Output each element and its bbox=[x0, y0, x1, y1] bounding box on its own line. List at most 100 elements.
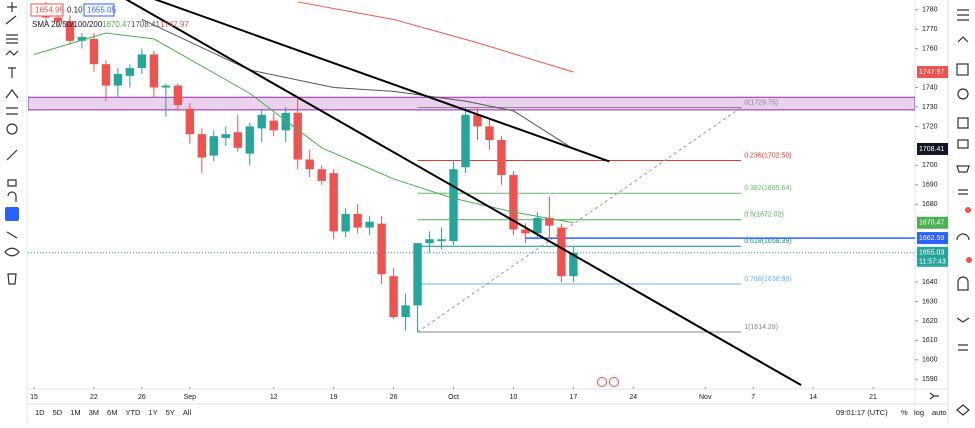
x-tick-label: 21 bbox=[869, 394, 877, 401]
candle-body bbox=[521, 229, 530, 234]
range-button[interactable]: 5Y bbox=[166, 408, 175, 417]
y-tick-label: 1780 bbox=[922, 7, 938, 14]
candle-body bbox=[89, 38, 99, 65]
scale-option[interactable]: auto bbox=[932, 408, 947, 417]
legend-value: 1670.47 bbox=[102, 20, 131, 29]
ideas[interactable] bbox=[957, 139, 969, 149]
ask-box[interactable] bbox=[83, 3, 115, 17]
indicator-label: SMA 20/50/100/200 bbox=[32, 20, 103, 29]
trash-tool[interactable] bbox=[7, 273, 17, 285]
y-tick-label: 1770 bbox=[922, 26, 938, 33]
data-window[interactable] bbox=[956, 63, 969, 76]
candle-body bbox=[365, 221, 374, 228]
notifications[interactable] bbox=[957, 276, 969, 291]
fib-tool[interactable] bbox=[6, 34, 18, 44]
plot-area: 0(1729.75) 0.236(1702.50) 0.382(1685.64) 0.… bbox=[28, 0, 915, 389]
calendar[interactable] bbox=[957, 117, 969, 129]
range-button[interactable]: 5D bbox=[53, 408, 63, 417]
y-tick-label: 1630 bbox=[922, 298, 938, 305]
text-tool[interactable] bbox=[8, 67, 16, 78]
event-flag[interactable] bbox=[597, 377, 607, 387]
range-button[interactable]: YTD bbox=[125, 408, 141, 417]
candle-body bbox=[353, 213, 362, 228]
candle-body bbox=[305, 159, 314, 170]
price-axis: 1590 1600 1610 1620 1630 1640 1680 1690 1700 1720… bbox=[915, 7, 948, 383]
fib-label: 0.786(1638.99) bbox=[744, 276, 791, 283]
x-tick-label: 12 bbox=[270, 394, 278, 401]
y-tick-label: 1640 bbox=[922, 279, 938, 286]
bid-price: 1654.95 bbox=[35, 6, 64, 15]
fib-label: 0.618(1658.39) bbox=[744, 238, 791, 245]
candle-body bbox=[221, 134, 230, 139]
measure-tool[interactable] bbox=[6, 149, 18, 161]
scale-option[interactable]: log bbox=[914, 408, 924, 417]
price-tag-label: 1662.59 bbox=[919, 235, 944, 242]
pattern-tool[interactable] bbox=[5, 50, 19, 56]
range-button[interactable]: 6M bbox=[107, 408, 117, 417]
candle-body bbox=[113, 73, 123, 86]
range-button[interactable]: 1Y bbox=[148, 408, 157, 417]
right-toolbar bbox=[947, 0, 972, 423]
price-tag bbox=[917, 232, 948, 245]
notification-badge bbox=[966, 257, 972, 263]
price-tag bbox=[917, 216, 948, 229]
candle-body bbox=[161, 85, 171, 88]
hotlist[interactable] bbox=[957, 88, 969, 100]
range-button[interactable]: All bbox=[183, 408, 192, 417]
crosshair-tool[interactable] bbox=[7, 2, 17, 12]
fib-label: 1(1614.28) bbox=[744, 324, 778, 331]
candle-body bbox=[149, 54, 159, 88]
magnet-tool[interactable] bbox=[7, 191, 17, 202]
scale-option[interactable]: % bbox=[901, 408, 908, 417]
candle-body bbox=[293, 112, 302, 160]
signals[interactable] bbox=[956, 233, 970, 241]
candle-body bbox=[209, 136, 218, 156]
collapse[interactable] bbox=[956, 317, 970, 323]
range-button[interactable]: 1D bbox=[35, 408, 45, 417]
x-tick-label: Sep bbox=[184, 394, 197, 401]
candle-body bbox=[197, 134, 206, 158]
y-tick-label: 1700 bbox=[922, 162, 938, 169]
hide-tool[interactable] bbox=[4, 247, 20, 257]
chats[interactable] bbox=[956, 165, 970, 173]
icon-tool[interactable] bbox=[6, 123, 18, 135]
clock: 09:01:17 (UTC) bbox=[836, 408, 888, 417]
prediction-tool[interactable] bbox=[6, 107, 18, 115]
layers[interactable] bbox=[958, 344, 968, 351]
bid-box[interactable] bbox=[30, 3, 64, 17]
range-button[interactable]: 1M bbox=[70, 408, 80, 417]
x-tick-label: 22 bbox=[90, 394, 98, 401]
zoom-tool[interactable] bbox=[7, 179, 17, 187]
settings[interactable] bbox=[929, 392, 939, 400]
candle-body bbox=[461, 114, 470, 168]
legend-value: 1747.97 bbox=[160, 20, 189, 29]
candle-body bbox=[341, 213, 350, 232]
alerts[interactable] bbox=[957, 36, 969, 43]
candle-body bbox=[545, 217, 554, 226]
x-tick-label: 17 bbox=[569, 394, 577, 401]
lock-drawings[interactable] bbox=[6, 231, 18, 239]
x-tick-label: 26 bbox=[390, 394, 398, 401]
watchlist[interactable] bbox=[957, 9, 969, 21]
x-tick-label: Oct bbox=[448, 394, 459, 401]
layers-panel[interactable] bbox=[956, 404, 970, 416]
left-toolbar bbox=[4, 0, 28, 423]
y-tick-label: 1690 bbox=[922, 182, 938, 189]
lock-tool[interactable] bbox=[5, 207, 19, 221]
streams[interactable] bbox=[958, 189, 968, 195]
patterns-tool[interactable] bbox=[5, 89, 19, 99]
fib-label: 0.5(1672.02) bbox=[744, 212, 784, 219]
line-tool[interactable] bbox=[5, 15, 17, 25]
candle-body bbox=[137, 54, 147, 69]
x-tick-label: 14 bbox=[809, 394, 817, 401]
y-tick-label: 1760 bbox=[922, 45, 938, 52]
price-tag-label: 1747.97 bbox=[919, 69, 944, 76]
event-flag[interactable] bbox=[609, 377, 619, 387]
trendline bbox=[153, 0, 610, 163]
bottom-bar: 1D 5D 1M 3M 6M YTD 1Y 5Y All 09:01:17 (UTC)% log au… bbox=[35, 392, 947, 417]
range-button[interactable]: 3M bbox=[89, 408, 99, 417]
candle-body bbox=[281, 112, 290, 131]
candle-body bbox=[389, 276, 398, 318]
candle-body bbox=[413, 243, 422, 306]
